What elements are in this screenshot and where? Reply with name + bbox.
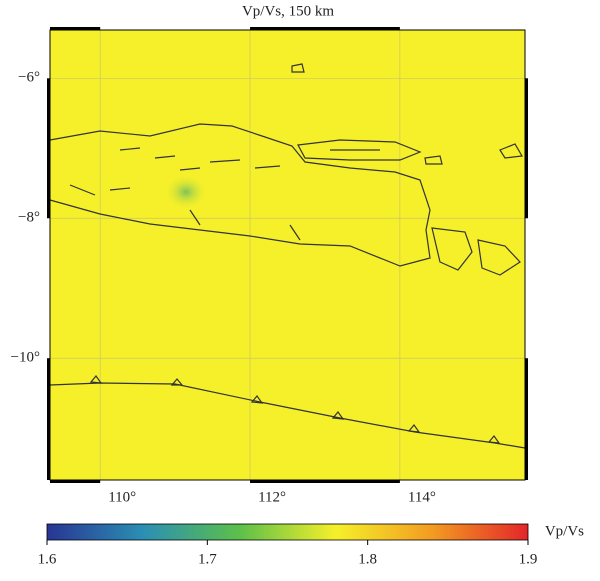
lat-tick-label: −8° (18, 210, 40, 226)
lat-tick-label: −10° (11, 350, 40, 366)
colorbar-tick-label: 1.6 (38, 551, 57, 567)
frame-segment (50, 27, 101, 30)
colorbar-tick-label: 1.9 (519, 551, 538, 567)
colorbar-tick-label: 1.7 (198, 551, 217, 567)
frame-segment (47, 358, 50, 480)
frame-segment (250, 480, 400, 483)
velocity-anomaly (164, 174, 208, 210)
frame-segment (50, 480, 101, 483)
map-area (50, 30, 525, 480)
frame-segment (250, 27, 400, 30)
frame-segment (525, 78, 528, 219)
title: Vp/Vs, 150 km (242, 3, 334, 19)
coastlines (49, 63, 526, 449)
lat-tick-label: −6° (18, 70, 40, 86)
colorbar-tick-label: 1.8 (358, 551, 377, 567)
lon-tick-label: 110° (108, 489, 136, 505)
colorbar-label: Vp/Vs (545, 523, 584, 539)
lon-tick-label: 112° (258, 489, 286, 505)
colorbar (46, 523, 529, 541)
lon-tick-label: 114° (408, 489, 436, 505)
frame-segment (47, 78, 50, 219)
frame-segment (525, 358, 528, 480)
